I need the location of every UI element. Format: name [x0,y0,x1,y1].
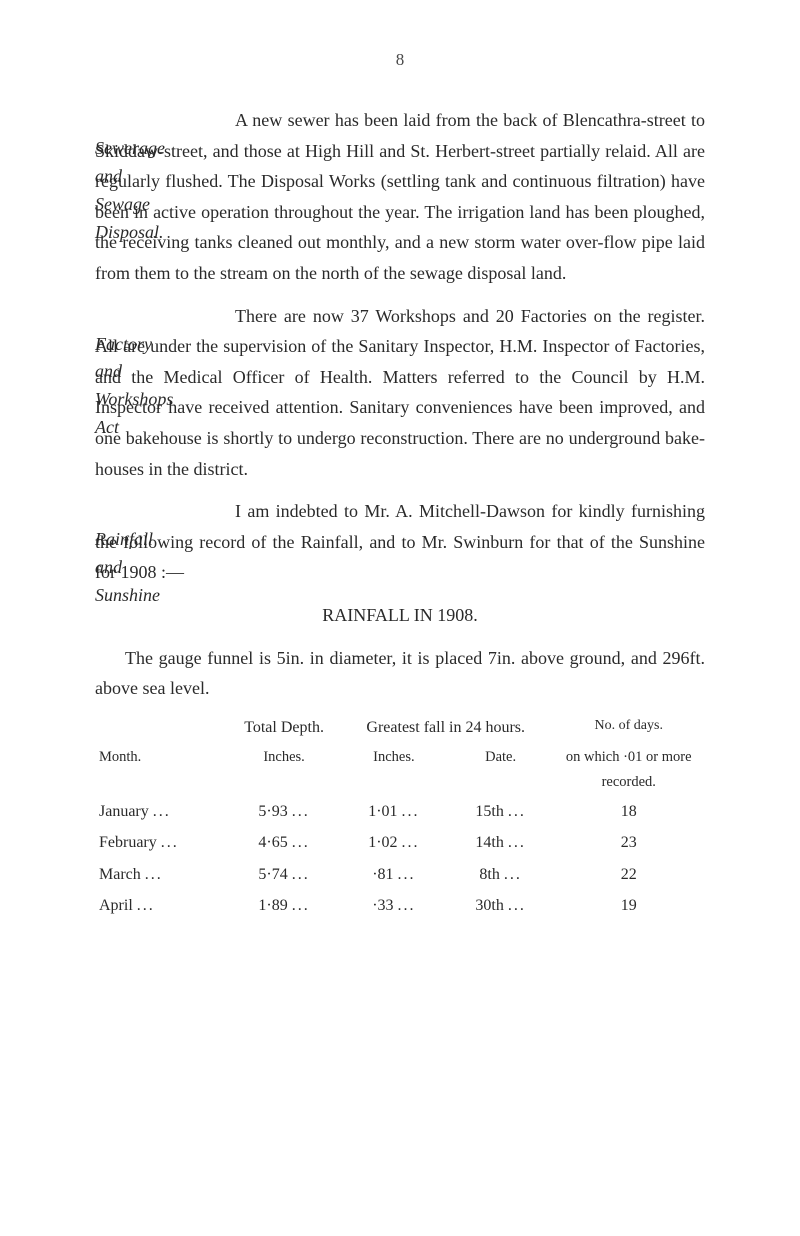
header-depth: Total Depth. [229,712,339,743]
dots: ... [292,866,310,883]
table-subheader-row: Month. Inches. Inches. Date. on which ·0… [95,743,705,796]
cell-days: 23 [552,827,705,858]
cell-depth: 5·74 [258,866,287,883]
cell-date: 15th [475,803,503,820]
dots: ... [402,834,420,851]
cell-depth: 4·65 [258,834,287,851]
cell-date: 8th [479,866,499,883]
dots: ... [292,897,310,914]
dots: ... [504,866,522,883]
dots: ... [145,866,163,883]
dots: ... [292,803,310,820]
table-row: February ... 4·65 ... 1·02 ... 14th ... … [95,827,705,858]
cell-fall: ·81 [372,866,393,883]
dots: ... [161,834,179,851]
cell-month: February [99,834,157,851]
table-row: April ... 1·89 ... ·33 ... 30th ... 19 [95,890,705,921]
cell-month: January [99,803,149,820]
cell-days: 18 [552,796,705,827]
page-number: 8 [95,50,705,70]
cell-month: March [99,866,141,883]
subhead-date: Date. [449,743,553,796]
table-row: March ... 5·74 ... ·81 ... 8th ... 22 [95,859,705,890]
section-sewerage: SewerageandSewageDisposal. A new sewer h… [95,105,705,289]
margin-note-factory: FactoryandWorkshopsAct [95,331,210,443]
page-content: SewerageandSewageDisposal. A new sewer h… [95,105,705,921]
header-month [95,712,229,743]
subhead-month: Month. [95,743,229,796]
margin-note-rainfall: RainfallandSunshine [95,526,210,610]
cell-days: 22 [552,859,705,890]
margin-note-sewerage: SewerageandSewageDisposal. [95,135,210,247]
cell-depth: 1·89 [258,897,287,914]
dots: ... [153,803,171,820]
cell-fall: 1·01 [368,803,397,820]
dots: ... [508,803,526,820]
cell-fall: ·33 [372,897,393,914]
dots: ... [402,803,420,820]
gauge-description: The gauge funnel is 5in. in diameter, it… [95,643,705,704]
dots: ... [398,866,416,883]
dots: ... [137,897,155,914]
dots: ... [292,834,310,851]
cell-month: April [99,897,133,914]
cell-days: 19 [552,890,705,921]
rainfall-table: Total Depth. Greatest fall in 24 hours. … [95,712,705,921]
cell-date: 14th [475,834,503,851]
header-greatest-fall: Greatest fall in 24 hours. [339,712,552,743]
dots: ... [508,897,526,914]
header-days: No. of days. [552,712,705,743]
subhead-inches1: Inches. [229,743,339,796]
section-rainfall: RainfallandSunshine I am indebted to Mr.… [95,496,705,588]
table-row: January ... 5·93 ... 1·01 ... 15th ... 1… [95,796,705,827]
cell-date: 30th [475,897,503,914]
dots: ... [508,834,526,851]
section-factory: FactoryandWorkshopsAct There are now 37 … [95,301,705,485]
subhead-days-note: on which ·01 or more recorded. [552,743,705,796]
table-header-row: Total Depth. Greatest fall in 24 hours. … [95,712,705,743]
subhead-inches2: Inches. [339,743,449,796]
cell-fall: 1·02 [368,834,397,851]
dots: ... [398,897,416,914]
cell-depth: 5·93 [258,803,287,820]
